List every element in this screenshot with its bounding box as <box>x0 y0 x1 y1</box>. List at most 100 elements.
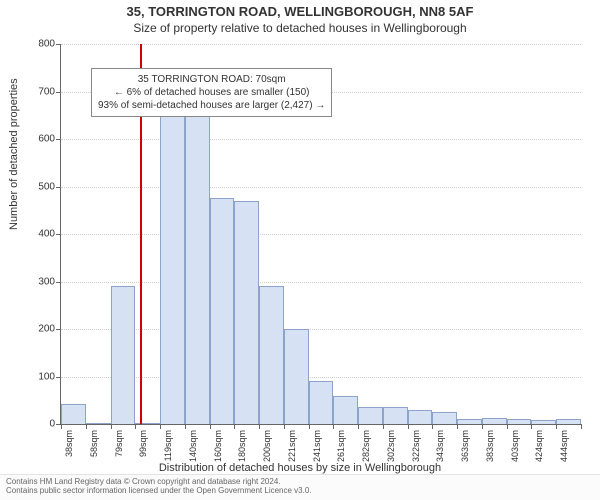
x-tick-label: 160sqm <box>213 430 223 462</box>
y-tick-mark <box>56 44 61 45</box>
x-tick-mark <box>234 424 235 429</box>
bar <box>408 410 433 424</box>
x-tick-mark <box>160 424 161 429</box>
footer-line2: Contains public sector information licen… <box>6 486 594 496</box>
grid-line <box>61 139 581 140</box>
bar <box>482 418 507 424</box>
plot-wrap: 010020030040050060070080038sqm58sqm79sqm… <box>60 44 580 424</box>
x-tick-label: 261sqm <box>336 430 346 462</box>
x-tick-label: 383sqm <box>485 430 495 462</box>
y-tick-label: 0 <box>15 419 55 430</box>
x-tick-label: 119sqm <box>163 430 173 461</box>
x-tick-label: 38sqm <box>64 430 74 457</box>
bar <box>457 419 482 424</box>
footer: Contains HM Land Registry data © Crown c… <box>0 474 600 500</box>
x-axis-title: Distribution of detached houses by size … <box>0 462 600 474</box>
x-tick-mark <box>408 424 409 429</box>
y-axis-title: Number of detached properties <box>8 78 20 230</box>
y-tick-label: 400 <box>15 229 55 240</box>
bar <box>111 286 136 424</box>
bar <box>160 106 185 424</box>
x-tick-mark <box>309 424 310 429</box>
x-tick-label: 99sqm <box>138 430 148 457</box>
y-tick-label: 600 <box>15 134 55 145</box>
bar <box>358 407 383 424</box>
x-tick-label: 363sqm <box>460 430 470 462</box>
bar <box>135 423 160 424</box>
y-tick-label: 300 <box>15 276 55 287</box>
x-tick-mark <box>531 424 532 429</box>
bar <box>86 423 111 424</box>
x-tick-mark <box>581 424 582 429</box>
bar <box>507 419 532 424</box>
y-tick-label: 200 <box>15 324 55 335</box>
x-tick-label: 221sqm <box>287 430 297 462</box>
x-tick-label: 79sqm <box>114 430 124 457</box>
x-tick-mark <box>482 424 483 429</box>
x-tick-mark <box>185 424 186 429</box>
x-tick-mark <box>259 424 260 429</box>
grid-line <box>61 187 581 188</box>
x-tick-mark <box>135 424 136 429</box>
y-tick-mark <box>56 234 61 235</box>
x-tick-label: 343sqm <box>435 430 445 462</box>
x-tick-mark <box>507 424 508 429</box>
x-tick-mark <box>111 424 112 429</box>
x-tick-label: 322sqm <box>411 430 421 462</box>
bar <box>556 419 581 424</box>
grid-line <box>61 44 581 45</box>
bar <box>432 412 457 424</box>
grid-line <box>61 377 581 378</box>
bar <box>61 404 86 424</box>
callout-box: 35 TORRINGTON ROAD: 70sqm← 6% of detache… <box>91 68 332 117</box>
bar <box>333 396 358 425</box>
callout-line: ← 6% of detached houses are smaller (150… <box>98 86 325 99</box>
x-tick-label: 403sqm <box>510 430 520 462</box>
chart-container: 35, TORRINGTON ROAD, WELLINGBOROUGH, NN8… <box>0 0 600 500</box>
x-tick-label: 282sqm <box>361 430 371 462</box>
y-tick-mark <box>56 377 61 378</box>
y-tick-label: 500 <box>15 181 55 192</box>
x-tick-mark <box>333 424 334 429</box>
x-tick-label: 302sqm <box>386 430 396 462</box>
y-tick-label: 800 <box>15 39 55 50</box>
y-tick-mark <box>56 282 61 283</box>
bar <box>259 286 284 424</box>
y-tick-mark <box>56 329 61 330</box>
x-tick-mark <box>210 424 211 429</box>
y-tick-label: 700 <box>15 86 55 97</box>
x-tick-mark <box>284 424 285 429</box>
grid-line <box>61 329 581 330</box>
x-tick-label: 424sqm <box>534 430 544 462</box>
x-tick-label: 444sqm <box>559 430 569 462</box>
x-tick-mark <box>556 424 557 429</box>
bar <box>284 329 309 424</box>
x-tick-label: 200sqm <box>262 430 272 462</box>
y-tick-mark <box>56 187 61 188</box>
callout-line: 93% of semi-detached houses are larger (… <box>98 99 325 112</box>
x-tick-label: 58sqm <box>89 430 99 457</box>
x-tick-mark <box>61 424 62 429</box>
plot-area: 010020030040050060070080038sqm58sqm79sqm… <box>60 44 581 425</box>
x-tick-label: 241sqm <box>312 430 322 462</box>
bar <box>383 407 408 424</box>
y-tick-label: 100 <box>15 371 55 382</box>
chart-title: 35, TORRINGTON ROAD, WELLINGBOROUGH, NN8… <box>0 0 600 19</box>
x-tick-mark <box>432 424 433 429</box>
x-tick-mark <box>86 424 87 429</box>
y-tick-mark <box>56 92 61 93</box>
x-tick-mark <box>358 424 359 429</box>
grid-line <box>61 234 581 235</box>
bar <box>531 420 556 424</box>
callout-line: 35 TORRINGTON ROAD: 70sqm <box>98 73 325 86</box>
bar <box>234 201 259 424</box>
bar <box>309 381 334 424</box>
y-tick-mark <box>56 139 61 140</box>
bar <box>210 198 235 424</box>
x-tick-label: 140sqm <box>188 430 198 462</box>
x-tick-mark <box>457 424 458 429</box>
grid-line <box>61 282 581 283</box>
bar <box>185 101 210 424</box>
x-tick-label: 180sqm <box>237 430 247 462</box>
chart-subtitle: Size of property relative to detached ho… <box>0 19 600 35</box>
